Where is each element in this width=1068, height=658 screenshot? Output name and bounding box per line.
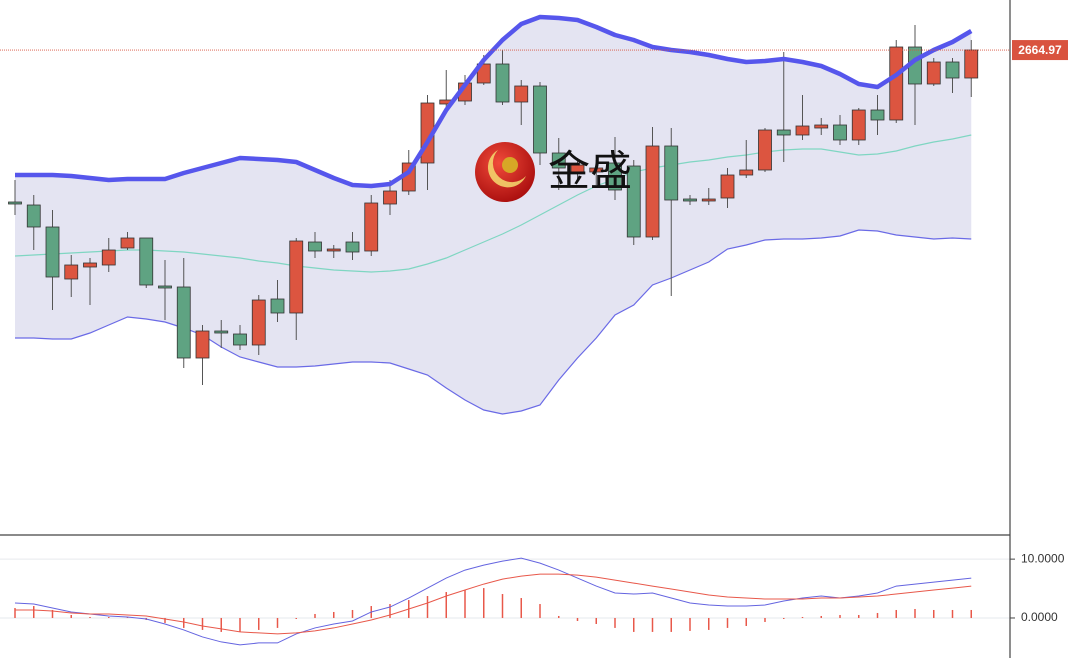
candle-body [608, 162, 622, 191]
candle-body [720, 174, 735, 199]
candle-body [45, 226, 60, 278]
candle-body [8, 201, 22, 205]
candle-body [926, 61, 941, 85]
candle-body [139, 237, 154, 286]
main-panel [0, 14, 1010, 415]
candle-body [589, 167, 604, 173]
candle-body [214, 330, 229, 334]
candle-body [64, 264, 79, 280]
logo-dot [502, 157, 518, 173]
candle-body [158, 285, 172, 289]
price-axis: 2664.97 10.0000 0.0000 [1010, 40, 1068, 624]
candle-body [26, 204, 41, 228]
candle-body [739, 169, 754, 176]
watermark-logo: 金盛 [475, 142, 632, 202]
candle-body [289, 240, 304, 314]
candle-body [758, 129, 772, 171]
candle-body [270, 298, 285, 314]
candle-body [176, 286, 191, 359]
candle-body [570, 164, 585, 173]
candle-body [795, 125, 810, 136]
candle-body [945, 61, 960, 79]
last-price-badge [1012, 40, 1068, 61]
candle-body [364, 202, 379, 252]
candle-body [870, 109, 885, 121]
candle-body [533, 85, 547, 154]
candle-body [833, 124, 847, 141]
candle-body [851, 109, 866, 141]
macd-panel [0, 557, 1010, 646]
y-tick-label: 0.0000 [1021, 610, 1058, 624]
last-price-label: 2664.97 [1018, 43, 1062, 57]
watermark-text: 金盛 [548, 147, 632, 196]
macd-line [15, 573, 972, 635]
candle-body [683, 198, 697, 202]
candle-body [233, 333, 247, 346]
candle-body [514, 85, 529, 103]
candle-body [251, 299, 266, 346]
bollinger-upper [15, 14, 973, 189]
candle-body [326, 248, 341, 252]
candle-body [889, 46, 904, 121]
candle-body [964, 49, 979, 79]
macd-line [14, 557, 972, 646]
logo-circle [475, 142, 535, 202]
y-tick-label: 10.0000 [1021, 551, 1065, 565]
candle-body [814, 124, 829, 129]
bollinger-middle [14, 134, 972, 273]
candle-body [645, 145, 660, 238]
candle-body [495, 63, 510, 103]
candle-body [626, 165, 641, 238]
candle-body [476, 63, 491, 84]
candle-body [195, 330, 210, 359]
logo-crescent [487, 150, 526, 188]
candle-body [383, 190, 397, 205]
candle-body [120, 237, 135, 249]
candle-body [101, 249, 116, 266]
candle-body [551, 152, 566, 169]
candle-body [776, 129, 791, 136]
candle-body [83, 262, 97, 268]
candle-body [345, 241, 360, 253]
bollinger-lower [15, 229, 972, 415]
candle-body [701, 198, 716, 202]
candle-body [308, 241, 322, 252]
candle-body [664, 145, 679, 201]
